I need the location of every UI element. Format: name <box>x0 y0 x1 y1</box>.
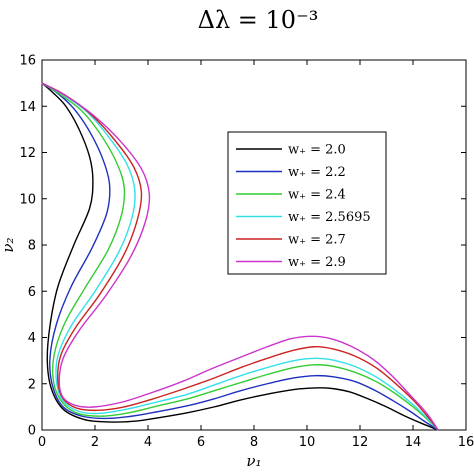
legend: w₊ = 2.0 w₊ = 2.2 w₊ = 2.4 w₊ = 2.5695 w₊ = … <box>227 131 387 275</box>
legend-label-4: w₊ = 2.5695 <box>288 210 371 225</box>
y-axis-title: ν₂ <box>0 237 17 252</box>
legend-label-5: w₊ = 2.7 <box>288 233 346 248</box>
legend-label-2: w₊ = 2.2 <box>288 165 346 180</box>
series-line-1 <box>41 82 439 431</box>
x-tick-label: 16 <box>458 435 474 450</box>
legend-items: w₊ = 2.0 w₊ = 2.2 w₊ = 2.4 w₊ = 2.5695 w₊ = … <box>236 143 371 270</box>
y-tick-label: 0 <box>28 424 36 439</box>
y-tick-label: 2 <box>28 377 36 392</box>
legend-label-1: w₊ = 2.0 <box>288 143 346 158</box>
x-tick-label: 12 <box>352 435 369 450</box>
ticks-layer: 0 2 4 6 8 10 12 14 16 0 2 4 6 8 10 12 14 16 <box>19 54 474 451</box>
y-tick-label: 10 <box>19 192 36 207</box>
series-line-3 <box>41 82 439 431</box>
legend-box <box>227 131 387 275</box>
series-line-4 <box>41 82 439 431</box>
y-tick-label: 8 <box>28 239 36 254</box>
series-line-6 <box>41 82 439 431</box>
y-tick-label: 16 <box>19 54 36 69</box>
x-tick-label: 2 <box>91 435 99 450</box>
y-tick-label: 14 <box>19 100 36 115</box>
series-line-5 <box>41 82 439 431</box>
x-tick-label: 4 <box>144 435 152 450</box>
x-axis-title: ν₁ <box>246 452 261 470</box>
legend-label-6: w₊ = 2.9 <box>288 255 346 270</box>
x-tick-label: 10 <box>299 435 316 450</box>
series-layer <box>41 82 439 431</box>
x-tick-label: 0 <box>38 435 46 450</box>
y-tick-label: 6 <box>28 285 36 300</box>
x-tick-label: 14 <box>405 435 422 450</box>
y-tick-label: 12 <box>19 146 36 161</box>
legend-label-3: w₊ = 2.4 <box>288 188 346 203</box>
y-tick-label: 4 <box>28 331 36 346</box>
x-tick-label: 8 <box>250 435 258 450</box>
chart-title: Δλ = 10⁻³ <box>198 6 319 34</box>
x-tick-label: 6 <box>197 435 205 450</box>
series-line-2 <box>41 82 439 431</box>
